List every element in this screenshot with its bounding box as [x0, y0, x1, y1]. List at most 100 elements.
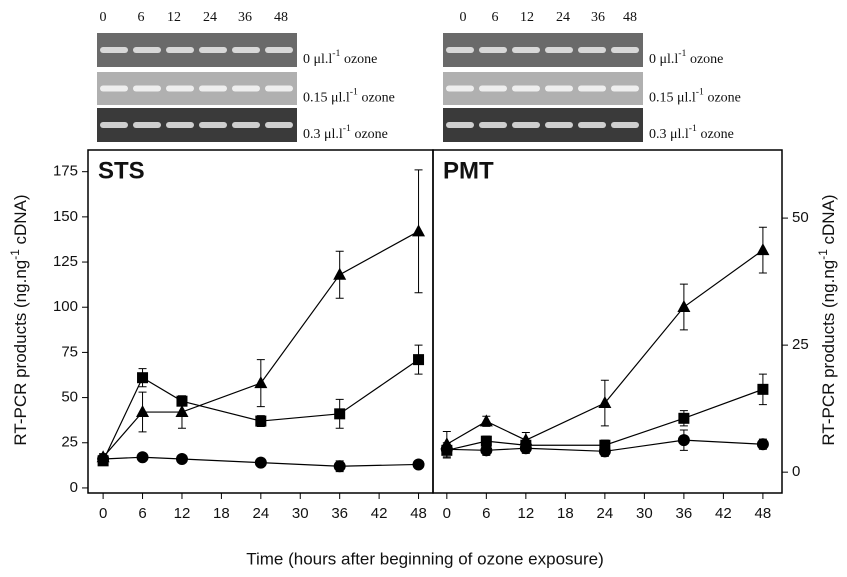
gel-band [578, 86, 606, 92]
marker-circle [97, 453, 109, 465]
ozone-label-sup: -1 [689, 123, 697, 134]
gel-band [166, 47, 194, 53]
marker-square [137, 372, 148, 383]
gel-band [512, 47, 540, 53]
x-tick-label: 30 [292, 505, 309, 522]
lane-label: 48 [623, 10, 637, 25]
gel-band [611, 122, 639, 128]
ozone-label-part: 0.15 μl.l [649, 91, 696, 106]
marker-circle [480, 444, 492, 456]
ozone-label: 0 μl.l-1 ozone [649, 48, 723, 67]
ozone-label: 0 μl.l-1 ozone [303, 48, 377, 67]
lane-label: 0 [100, 10, 107, 25]
gel-band [446, 47, 474, 53]
marker-circle [757, 438, 769, 450]
gel-band [512, 122, 540, 128]
lane-label: 24 [556, 10, 570, 25]
gel-band [232, 86, 260, 92]
chart-title: PMT [443, 157, 494, 184]
marker-circle [334, 460, 346, 472]
marker-square [678, 413, 689, 424]
gel-band [479, 122, 507, 128]
ozone-label: 0.15 μl.l-1 ozone [303, 87, 395, 106]
marker-circle [137, 451, 149, 463]
plot-frame [88, 150, 433, 493]
y-axis-label: RT-PCR products (ng.ng-1 cDNA) [816, 194, 838, 445]
lane-label: 6 [492, 10, 499, 25]
lane-label: 36 [238, 10, 252, 25]
gel-band [232, 47, 260, 53]
x-tick-label: 30 [636, 505, 653, 522]
gel-band [232, 122, 260, 128]
x-tick-label: 36 [676, 505, 693, 522]
marker-triangle [677, 300, 690, 312]
marker-square [176, 396, 187, 407]
x-tick-label: 12 [518, 505, 535, 522]
ozone-label-part: 0.3 μl.l [649, 127, 689, 142]
y-axis-label-sup: -1 [816, 249, 830, 260]
marker-circle [413, 458, 425, 470]
y-axis-label: RT-PCR products (ng.ng-1 cDNA) [8, 194, 30, 445]
y-axis-label-part: cDNA) [11, 194, 30, 249]
x-tick-label: 18 [213, 505, 230, 522]
ozone-label-sup: -1 [696, 87, 704, 98]
gel-band [611, 47, 639, 53]
x-tick-label: 42 [715, 505, 732, 522]
gel-band [166, 122, 194, 128]
x-tick-label: 24 [252, 505, 269, 522]
x-tick-label: 6 [482, 505, 490, 522]
x-tick-label: 42 [371, 505, 388, 522]
ozone-label-sup: -1 [343, 123, 351, 134]
gel-band [133, 47, 161, 53]
lane-label: 6 [138, 10, 145, 25]
gel-band [479, 86, 507, 92]
x-tick-label: 36 [331, 505, 348, 522]
ozone-label-part: 0.15 μl.l [303, 91, 350, 106]
marker-square [255, 416, 266, 427]
x-tick-label: 0 [99, 505, 107, 522]
ozone-label-sup: -1 [332, 48, 340, 59]
lane-label: 36 [591, 10, 605, 25]
lane-label: 12 [520, 10, 534, 25]
y-tick-label: 175 [53, 163, 78, 180]
gel-band [611, 86, 639, 92]
x-axis-label: Time (hours after beginning of ozone exp… [246, 549, 604, 568]
ozone-label-part: 0.3 μl.l [303, 127, 343, 142]
y-tick-label: 125 [53, 253, 78, 270]
ozone-label-part: ozone [351, 127, 388, 142]
y-tick-label: 50 [792, 209, 809, 226]
gel-band [166, 86, 194, 92]
ozone-label: 0.15 μl.l-1 ozone [649, 87, 741, 106]
marker-circle [255, 457, 267, 469]
marker-circle [520, 442, 532, 454]
ozone-label-part: 0 μl.l [649, 52, 678, 67]
lane-label: 24 [203, 10, 217, 25]
x-tick-label: 24 [597, 505, 614, 522]
y-tick-label: 150 [53, 208, 78, 225]
gel-band [199, 47, 227, 53]
figure: Time (hours after beginning of ozone exp… [0, 0, 847, 577]
y-tick-label: 100 [53, 298, 78, 315]
gel-band [265, 47, 293, 53]
x-tick-label: 48 [410, 505, 427, 522]
y-tick-label: 25 [792, 336, 809, 353]
marker-circle [678, 434, 690, 446]
marker-triangle [756, 243, 769, 255]
y-tick-label: 75 [61, 343, 78, 360]
gel-band [512, 86, 540, 92]
gel-band [446, 122, 474, 128]
gel-band [199, 122, 227, 128]
y-tick-label: 25 [61, 434, 78, 451]
gel-band [578, 47, 606, 53]
ozone-label: 0.3 μl.l-1 ozone [649, 123, 734, 142]
gel-band [100, 122, 128, 128]
ozone-label-part: ozone [358, 91, 395, 106]
ozone-label-part: ozone [686, 52, 723, 67]
ozone-label-sup: -1 [678, 48, 686, 59]
marker-circle [441, 443, 453, 455]
ozone-label-part: ozone [697, 127, 734, 142]
ozone-label-part: ozone [340, 52, 377, 67]
y-axis-label-part: RT-PCR products (ng.ng [819, 260, 838, 446]
marker-triangle [480, 414, 493, 426]
x-tick-label: 0 [443, 505, 451, 522]
